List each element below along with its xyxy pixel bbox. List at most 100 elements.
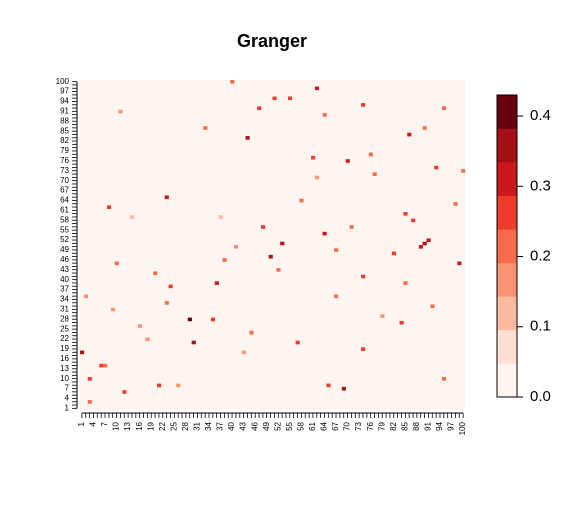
y-tick-label: 16 — [60, 354, 69, 363]
y-tick-label: 10 — [60, 374, 69, 383]
x-tick-label: 4 — [89, 421, 98, 426]
y-tick-label: 88 — [60, 116, 69, 125]
heatmap-cell — [361, 274, 366, 279]
heatmap-cell — [268, 254, 273, 259]
legend-tick-label: 0.0 — [530, 388, 551, 405]
x-axis: 1 4 7 10 13 16 19 22 25 28 31 34 37 40 43 46 49 52 55 58 61 6… — [77, 412, 467, 435]
heatmap-cell — [399, 320, 404, 325]
heatmap-cell — [110, 307, 115, 312]
y-tick-label: 94 — [60, 97, 69, 106]
x-tick-label: 97 — [447, 421, 456, 430]
y-tick-label: 79 — [60, 146, 69, 155]
heatmap-cell — [83, 294, 88, 299]
legend-tick-label: 0.1 — [530, 318, 551, 335]
y-tick-label: 76 — [60, 156, 69, 165]
y-tick-label: 97 — [60, 87, 69, 96]
heatmap-cell — [260, 225, 266, 229]
heatmap-cell — [407, 132, 412, 137]
heatmap-cell — [153, 271, 158, 275]
y-tick-label: 40 — [60, 275, 69, 284]
y-tick-label: 1 — [65, 403, 70, 412]
heatmap-cell — [203, 126, 208, 130]
y-tick-label: 25 — [60, 324, 69, 333]
y-tick-label: 7 — [65, 384, 70, 393]
chart-title: Granger — [237, 31, 307, 51]
y-tick-label: 58 — [60, 215, 69, 224]
heatmap-cell — [103, 363, 108, 368]
heatmap-cell — [411, 218, 416, 223]
heatmap-cell — [210, 317, 216, 322]
heatmap-cell — [80, 350, 85, 355]
heatmap-cell — [434, 165, 439, 170]
heatmap-cell — [99, 363, 104, 368]
y-tick-label: 31 — [60, 304, 69, 313]
x-tick-label: 25 — [169, 421, 178, 430]
heatmap-cell — [299, 198, 304, 203]
legend-color-bin — [497, 363, 517, 398]
heatmap-cell — [191, 340, 196, 345]
heatmap-cell — [164, 301, 169, 305]
heatmap-cell — [326, 383, 331, 388]
legend-color-bin — [497, 262, 517, 297]
x-tick-label: 40 — [227, 421, 236, 430]
legend-color-bin — [497, 296, 517, 331]
heatmap-cell — [187, 317, 192, 322]
heatmap-cell — [295, 340, 300, 345]
y-tick-label: 49 — [60, 245, 69, 254]
legend-tick-label: 0.4 — [530, 107, 551, 124]
legend-color-bin — [497, 162, 517, 196]
heatmap-cell — [334, 248, 339, 252]
x-tick-label: 58 — [296, 421, 305, 430]
x-tick-label: 19 — [146, 421, 155, 430]
heatmap-cell — [218, 215, 223, 219]
heatmap-cell — [403, 281, 408, 285]
heatmap-cell — [276, 268, 281, 272]
heatmap-cell — [249, 330, 254, 335]
heatmap-cell — [453, 202, 458, 206]
x-tick-label: 31 — [193, 421, 202, 430]
legend-tick-label: 0.3 — [530, 177, 551, 194]
heatmap-cell — [164, 195, 169, 200]
x-tick-label: 94 — [435, 421, 444, 430]
heatmap-cell — [314, 175, 319, 180]
x-tick-label: 52 — [273, 421, 282, 430]
heatmap-cell — [230, 80, 235, 84]
heatmap-cell — [380, 314, 385, 318]
heatmap-cell — [245, 136, 250, 140]
x-tick-label: 79 — [377, 421, 386, 430]
heatmap-cell — [130, 215, 135, 219]
x-tick-label: 43 — [239, 421, 248, 430]
x-tick-label: 55 — [285, 421, 294, 430]
heatmap-cell — [441, 106, 447, 110]
x-tick-label: 28 — [181, 421, 190, 430]
legend-tick-label: 0.2 — [530, 248, 551, 265]
x-tick-label: 100 — [458, 421, 467, 435]
heatmap-cell — [391, 251, 396, 256]
legend-color-bin — [497, 95, 517, 129]
heatmap-cell — [422, 126, 427, 130]
legend-color-bin — [497, 128, 517, 163]
heatmap-cell — [234, 245, 239, 249]
heatmap-cell — [137, 324, 142, 328]
x-tick-label: 88 — [412, 421, 421, 430]
heatmap-cell — [176, 383, 181, 388]
x-tick-label: 73 — [354, 421, 363, 430]
heatmap-cell — [168, 284, 173, 289]
heatmap-cell — [457, 261, 462, 266]
legend-border — [496, 94, 518, 398]
y-tick-label: 64 — [60, 196, 69, 205]
x-tick-label: 10 — [112, 421, 121, 430]
heatmap-cell — [426, 238, 431, 242]
heatmap-cell — [314, 86, 319, 91]
heatmap-cell — [418, 245, 423, 249]
y-tick-label: 43 — [60, 265, 69, 274]
heatmap-cell — [372, 172, 377, 176]
x-tick-label: 46 — [250, 421, 259, 430]
x-tick-label: 67 — [331, 421, 340, 430]
y-tick-label: 100 — [56, 77, 70, 86]
x-tick-label: 13 — [123, 421, 132, 430]
y-tick-label: 19 — [60, 344, 69, 353]
heatmap-cell — [361, 103, 366, 107]
x-tick-label: 34 — [204, 421, 213, 430]
y-tick-label: 28 — [60, 314, 69, 323]
